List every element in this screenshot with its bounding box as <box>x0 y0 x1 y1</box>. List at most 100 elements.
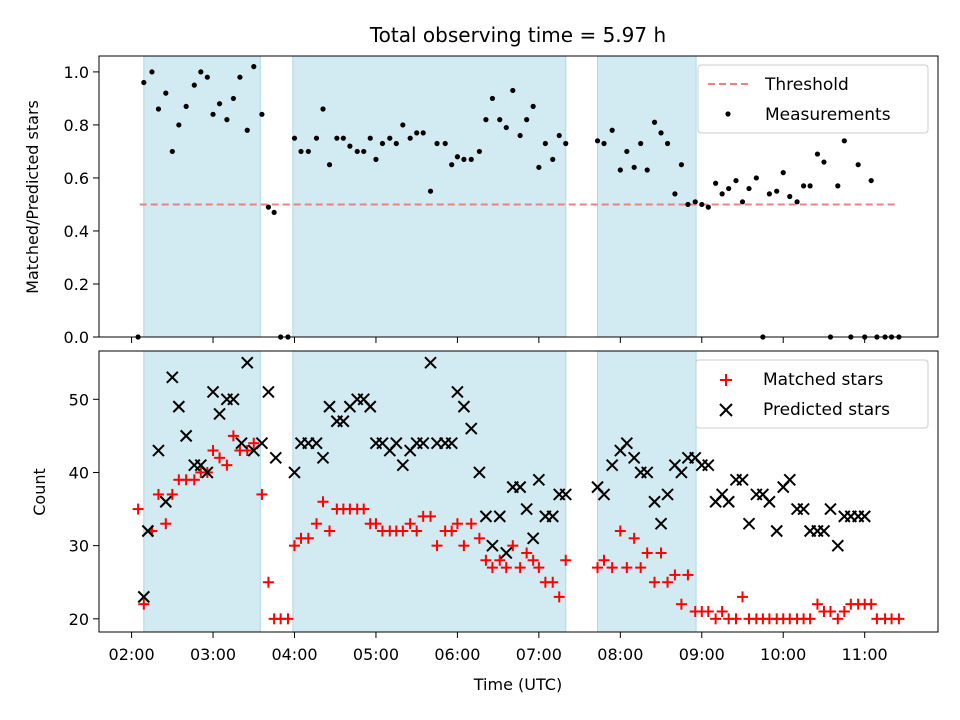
measurement-point <box>658 130 664 136</box>
predicted-star-point <box>241 356 254 369</box>
measurement-point <box>340 135 346 141</box>
matched-star-point <box>804 613 816 625</box>
matched-star-point <box>160 518 172 530</box>
predicted-star-point <box>255 436 269 450</box>
y-tick-label: 40 <box>69 463 89 482</box>
predicted-star-point <box>262 385 275 399</box>
predicted-star-point <box>640 466 654 479</box>
measurement-point <box>334 135 340 141</box>
predicted-stars-points <box>137 356 871 604</box>
x-tick-label: 02:00 <box>109 645 155 664</box>
predicted-star-point <box>213 407 226 421</box>
measurement-point <box>719 191 725 197</box>
shaded-interval <box>143 350 261 633</box>
predicted-star-point <box>654 517 668 530</box>
legend-matched-label: Matched stars <box>763 370 883 390</box>
predicted-star-point <box>817 524 831 538</box>
matched-star-point <box>152 488 164 500</box>
matched-star-point <box>533 562 545 574</box>
measurement-point <box>169 148 175 155</box>
matched-star-point <box>662 576 674 588</box>
predicted-star-point <box>288 466 301 479</box>
x-tick-label: 08:00 <box>597 645 643 664</box>
measurement-point <box>204 74 210 80</box>
predicted-star-point <box>179 429 193 443</box>
matched-star-point <box>324 525 336 537</box>
top-legend-box <box>697 64 929 134</box>
measurement-point <box>230 95 237 102</box>
measurement-point <box>739 199 746 205</box>
measurement-point <box>733 177 739 184</box>
predicted-star-point <box>201 466 214 479</box>
matched-star-point <box>132 503 144 515</box>
matched-star-point <box>649 576 661 588</box>
predicted-star-point <box>742 517 756 530</box>
measurement-point <box>726 185 732 192</box>
measurement-point <box>427 188 434 194</box>
top-legend: Threshold Measurements <box>697 64 929 134</box>
predicted-star-point <box>269 451 282 465</box>
matched-star-point <box>207 445 219 457</box>
predicted-star-point <box>763 495 776 508</box>
legend-measurements-label: Measurements <box>765 105 891 125</box>
top-shaded-regions <box>143 55 697 338</box>
shaded-interval <box>597 55 697 338</box>
measurement-point <box>685 201 691 208</box>
matched-star-point <box>716 606 728 618</box>
matched-star-point <box>241 445 253 457</box>
measurement-point <box>259 111 265 117</box>
matched-star-point <box>227 430 239 442</box>
measurement-point <box>291 135 298 141</box>
predicted-star-point <box>702 458 715 472</box>
measurement-point <box>807 183 813 189</box>
measurement-point <box>664 140 671 147</box>
measurement-point <box>476 148 483 155</box>
measurement-point <box>483 117 489 123</box>
predicted-star-point <box>390 436 403 450</box>
measurement-point <box>210 111 216 117</box>
matched-star-point <box>682 569 694 581</box>
predicted-star-point <box>559 488 572 501</box>
predicted-star-point <box>513 480 527 494</box>
y-tick-label: 1.0 <box>64 63 89 82</box>
bottom-legend: Matched stars Predicted stars <box>695 359 929 429</box>
matched-star-point <box>425 510 437 522</box>
matched-star-point <box>465 518 477 530</box>
measurement-point <box>601 140 607 147</box>
measurement-point <box>530 103 536 109</box>
matched-star-point <box>527 554 539 566</box>
measurement-point <box>442 140 448 147</box>
measurement-point <box>454 154 461 160</box>
y-tick-label: 0.8 <box>64 116 89 135</box>
measurement-point <box>814 151 821 157</box>
matched-star-point <box>458 540 470 552</box>
bottom-y-ticks: 20 30 40 50 <box>69 390 99 629</box>
matched-star-point <box>838 606 850 618</box>
x-tick-label: 03:00 <box>190 645 236 664</box>
matched-star-point <box>256 488 268 500</box>
predicted-star-point <box>323 400 336 413</box>
matched-star-point <box>675 598 687 610</box>
matched-star-point <box>370 518 382 530</box>
y-tick-label: 20 <box>69 610 89 629</box>
matched-star-point <box>248 437 260 449</box>
measurement-point <box>298 148 304 155</box>
measurement-point <box>563 140 569 147</box>
predicted-star-point <box>736 473 749 486</box>
legend-predicted-swatch <box>719 403 733 417</box>
measurement-point <box>149 69 155 75</box>
matched-star-point <box>824 606 836 618</box>
matched-star-point <box>832 613 844 625</box>
matched-star-point <box>480 554 492 566</box>
shaded-interval <box>143 55 261 338</box>
x-tick-label: 07:00 <box>516 645 562 664</box>
legend-predicted-label: Predicted stars <box>763 400 890 420</box>
x-tick-label: 11:00 <box>842 645 888 664</box>
predicted-star-point <box>627 451 641 465</box>
matched-star-point <box>865 598 877 610</box>
measurement-point <box>373 156 379 162</box>
predicted-star-point <box>493 510 506 523</box>
measurement-point <box>503 124 509 131</box>
measurement-point <box>594 138 601 144</box>
predicted-star-point <box>722 495 735 508</box>
